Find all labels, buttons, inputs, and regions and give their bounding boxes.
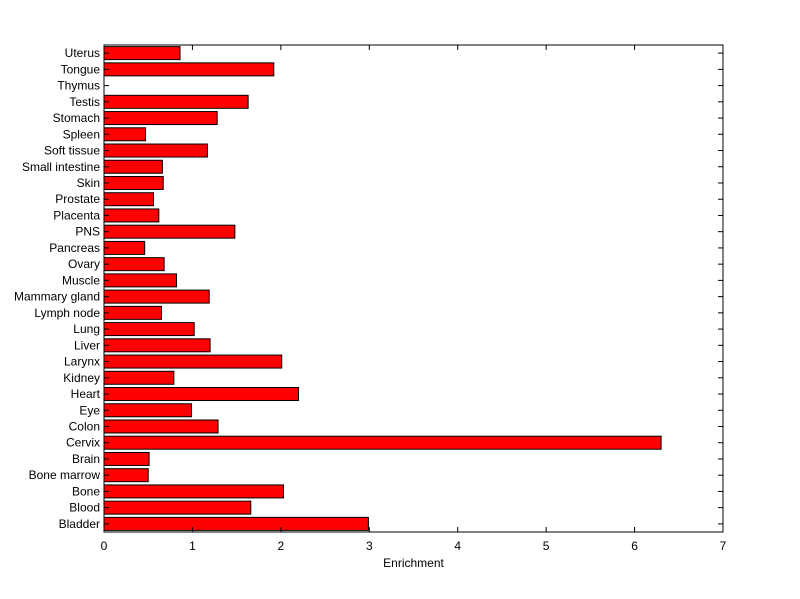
bar-brain — [103, 451, 150, 466]
x-tick-label: 7 — [720, 539, 727, 553]
x-tick-label: 4 — [454, 539, 461, 553]
bar-bone — [103, 484, 285, 499]
bar-heart — [103, 387, 300, 402]
bar-ovary — [103, 257, 165, 272]
bar-skin — [103, 175, 164, 190]
bar-colon — [103, 419, 219, 434]
bar-blood — [103, 500, 252, 515]
x-tick-label: 0 — [101, 539, 108, 553]
category-label: Muscle — [62, 273, 100, 287]
category-label: Blood — [69, 501, 100, 515]
category-label: Cervix — [66, 436, 100, 450]
x-tick-label: 6 — [631, 539, 638, 553]
x-tick-label: 1 — [189, 539, 196, 553]
bar-bone-marrow — [103, 468, 149, 483]
category-label: Bladder — [59, 517, 100, 531]
category-label: Mammary gland — [14, 290, 100, 304]
bar-eye — [103, 403, 193, 418]
bar-testis — [103, 94, 249, 109]
bar-spleen — [103, 127, 147, 142]
bar-muscle — [103, 273, 178, 288]
bar-pns — [103, 224, 236, 239]
category-label: Tongue — [61, 62, 101, 76]
labels-group: Uterus Tongue Thymus Testis Stomach Spleen Sof… — [14, 46, 727, 553]
bar-liver — [103, 338, 211, 353]
category-label: Spleen — [63, 127, 100, 141]
bar-bladder — [103, 516, 369, 531]
bar-stomach — [103, 111, 218, 126]
bar-pancreas — [103, 240, 146, 255]
category-label: Placenta — [53, 208, 100, 222]
bar-cervix — [103, 435, 662, 450]
category-label: Small intestine — [22, 160, 100, 174]
bar-mammary-gland — [103, 289, 210, 304]
category-label: Lymph node — [34, 306, 100, 320]
category-label: Colon — [69, 419, 100, 433]
category-label: Testis — [69, 95, 100, 109]
category-label: Eye — [79, 403, 100, 417]
bar-tongue — [103, 62, 275, 77]
category-label: Prostate — [55, 192, 100, 206]
category-label: Soft tissue — [44, 144, 100, 158]
bars-group — [103, 46, 662, 531]
category-label: Stomach — [53, 111, 100, 125]
x-tick-label: 5 — [543, 539, 550, 553]
category-label: Lung — [73, 322, 100, 336]
category-label: Bone — [72, 484, 100, 498]
category-label: Skin — [77, 176, 100, 190]
category-label: Liver — [74, 338, 100, 352]
bar-lung — [103, 322, 195, 337]
ticks-group — [103, 45, 724, 532]
category-label: Bone marrow — [29, 468, 101, 482]
x-tick-label: 2 — [278, 539, 285, 553]
category-label: Ovary — [68, 257, 100, 271]
category-label: Larynx — [64, 355, 100, 369]
bar-lymph-node — [103, 305, 162, 320]
bar-placenta — [103, 208, 160, 223]
category-label: Thymus — [57, 79, 100, 93]
category-label: Uterus — [65, 46, 100, 60]
category-label: Kidney — [63, 371, 100, 385]
x-axis-label: Enrichment — [383, 556, 444, 570]
plot-area-frame — [103, 44, 724, 533]
category-label: Heart — [71, 387, 101, 401]
bar-prostate — [103, 192, 155, 207]
category-label: PNS — [75, 225, 100, 239]
bar-kidney — [103, 370, 175, 385]
x-tick-label: 3 — [366, 539, 373, 553]
bar-uterus — [103, 46, 181, 61]
category-label: Pancreas — [49, 241, 100, 255]
bar-larynx — [103, 354, 283, 369]
bar-soft-tissue — [103, 143, 208, 158]
category-label: Brain — [72, 452, 100, 466]
bar-small-intestine — [103, 159, 163, 174]
